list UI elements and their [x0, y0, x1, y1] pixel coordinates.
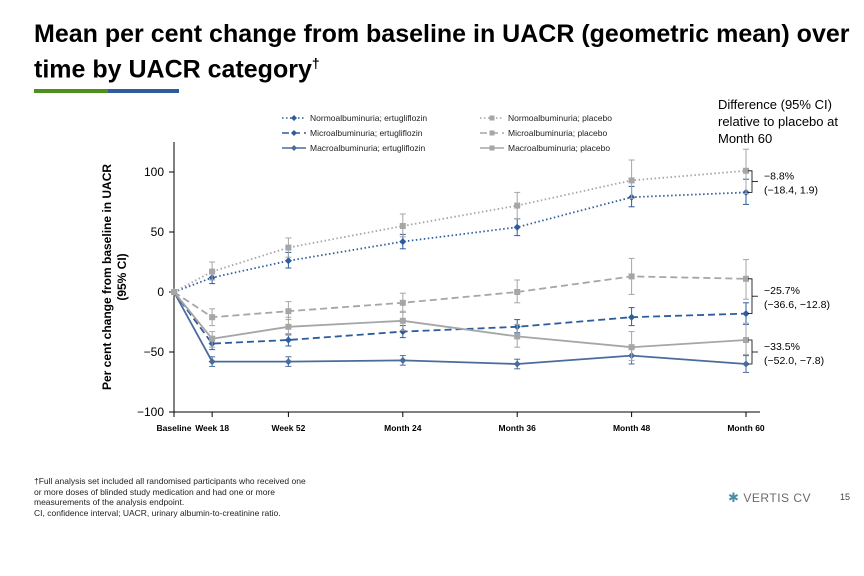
data-point	[742, 360, 750, 368]
footnote-line: CI, confidence interval; UACR, urinary a…	[34, 507, 281, 518]
slide-title-text: Mean per cent change from baseline in UA…	[34, 20, 850, 84]
legend-label: Microalbuminuria; placebo	[508, 128, 607, 138]
legend-marker	[291, 130, 297, 136]
data-point	[208, 358, 216, 366]
data-point	[743, 337, 749, 343]
annotation-bracket	[748, 170, 753, 193]
annotation-value: −33.5%	[764, 341, 800, 353]
data-point	[285, 323, 292, 330]
footnote-line: or more doses of blinded study medicatio…	[34, 486, 275, 497]
data-point	[285, 244, 292, 251]
data-point	[171, 289, 177, 295]
difference-header: Difference (95% CI) relative to placebo …	[718, 97, 838, 146]
data-point	[399, 238, 407, 246]
data-point	[628, 273, 635, 280]
x-tick-label: Baseline	[157, 423, 192, 433]
data-point	[399, 317, 406, 324]
x-tick-label: Month 36	[499, 423, 537, 433]
data-point	[742, 310, 750, 318]
y-tick-label: 100	[144, 165, 164, 179]
legend-label: Microalbuminuria; ertugliflozin	[310, 128, 423, 138]
data-point	[514, 289, 521, 295]
x-tick-label: Month 24	[384, 423, 422, 433]
annotation-ci: (−36.6, −12.8)	[764, 299, 830, 311]
data-point	[399, 299, 406, 306]
data-point	[399, 223, 406, 229]
data-point	[284, 358, 292, 366]
data-point	[209, 314, 216, 321]
legend-marker	[489, 145, 495, 151]
annotation-bracket	[748, 278, 753, 314]
star-burst-icon: ✱	[728, 490, 740, 505]
data-point	[513, 223, 521, 231]
data-point	[513, 360, 521, 368]
y-tick-label: 50	[151, 225, 165, 239]
annotation-ci: (−18.4, 1.9)	[764, 185, 818, 197]
series-line	[173, 275, 747, 319]
legend-marker	[291, 145, 297, 151]
footnote-line: †Full analysis set included all randomis…	[34, 476, 306, 486]
series-line	[173, 291, 747, 349]
data-point	[743, 167, 749, 174]
series-line	[173, 169, 747, 293]
annotation-value: −8.8%	[764, 171, 794, 183]
series-line	[173, 291, 747, 345]
legend-label: Macroalbuminuria; placebo	[508, 143, 610, 153]
data-point	[399, 356, 407, 364]
legend-label: Macroalbuminuria; ertugliflozin	[310, 143, 426, 153]
x-tick-label: Month 60	[727, 423, 765, 433]
y-tick-label: 0	[157, 285, 164, 299]
title-footnote-mark: †	[311, 55, 320, 71]
x-tick-label: Week 18	[195, 423, 229, 433]
x-tick-label: Week 52	[271, 423, 305, 433]
data-point	[284, 257, 292, 265]
data-point	[209, 268, 216, 275]
x-tick-label: Month 48	[613, 423, 651, 433]
data-point	[399, 328, 407, 336]
annotation-ci: (−52.0, −7.8)	[764, 355, 824, 367]
data-point	[514, 333, 521, 340]
annotation-bracket	[748, 339, 753, 365]
legend-label: Normoalbuminuria; ertugliflozin	[310, 113, 427, 123]
slide-title: Mean per cent change from baseline in UA…	[34, 20, 854, 84]
legend-marker	[489, 115, 495, 121]
y-tick-label: −50	[144, 345, 165, 359]
data-point	[628, 177, 635, 184]
data-point	[628, 344, 635, 351]
brand-name: VERTIS CV	[743, 491, 812, 505]
data-point	[514, 202, 521, 209]
legend-label: Normoalbuminuria; placebo	[508, 113, 612, 123]
legend-marker	[489, 130, 495, 136]
y-axis-label: Per cent change from baseline in UACR(95…	[100, 164, 129, 390]
page-number: 15	[840, 492, 851, 502]
legend-marker	[291, 115, 297, 121]
data-point	[628, 313, 636, 321]
footnote-line: measurements of the analysis endpoint.	[34, 497, 185, 507]
y-tick-label: −100	[137, 405, 164, 419]
data-point	[285, 308, 292, 315]
data-point	[209, 335, 216, 342]
accent-bar-blue	[108, 89, 179, 93]
footnote: †Full analysis set included all randomis…	[34, 476, 454, 518]
data-point	[284, 336, 292, 344]
accent-bar-green	[34, 89, 108, 93]
annotation-value: −25.7%	[764, 285, 800, 297]
data-point	[743, 275, 749, 282]
brand-logo: ✱ VERTIS CV	[728, 490, 811, 506]
